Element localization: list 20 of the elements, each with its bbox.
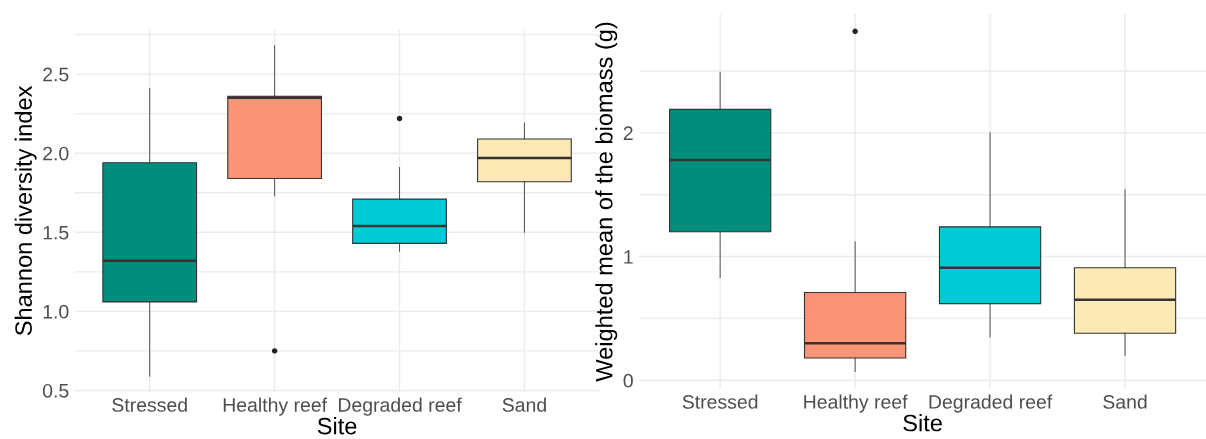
y-tick-label: 1.5 bbox=[43, 225, 69, 240]
x-tick-label: Degraded reef bbox=[338, 397, 462, 416]
y-tick-label: 0 bbox=[623, 373, 633, 388]
x-tick-label: Healthy reef bbox=[804, 394, 908, 413]
x-tick-label: Degraded reef bbox=[929, 394, 1053, 413]
y-tick-label: 0.5 bbox=[42, 383, 69, 398]
y-tick-label: 1 bbox=[624, 250, 633, 264]
x-tick-label: Healthy reef bbox=[223, 397, 328, 416]
x-tick-label: Stressed bbox=[682, 394, 758, 409]
y-axis-title: Shannon diversity index bbox=[14, 85, 37, 336]
x-tick-label: Sand bbox=[502, 397, 546, 412]
x-tick-label: Sand bbox=[1103, 394, 1147, 409]
y-tick-label: 2.5 bbox=[43, 67, 69, 82]
x-axis-title: Site bbox=[903, 414, 942, 432]
x-tick-label: Stressed bbox=[112, 397, 187, 412]
y-axis-title: Weighted mean of the biomass (g) bbox=[595, 22, 618, 382]
x-axis-title: Site bbox=[317, 417, 357, 435]
y-tick-label: 2.0 bbox=[43, 146, 69, 161]
y-tick-label: 2 bbox=[623, 126, 633, 140]
y-tick-label: 1.0 bbox=[43, 304, 69, 319]
